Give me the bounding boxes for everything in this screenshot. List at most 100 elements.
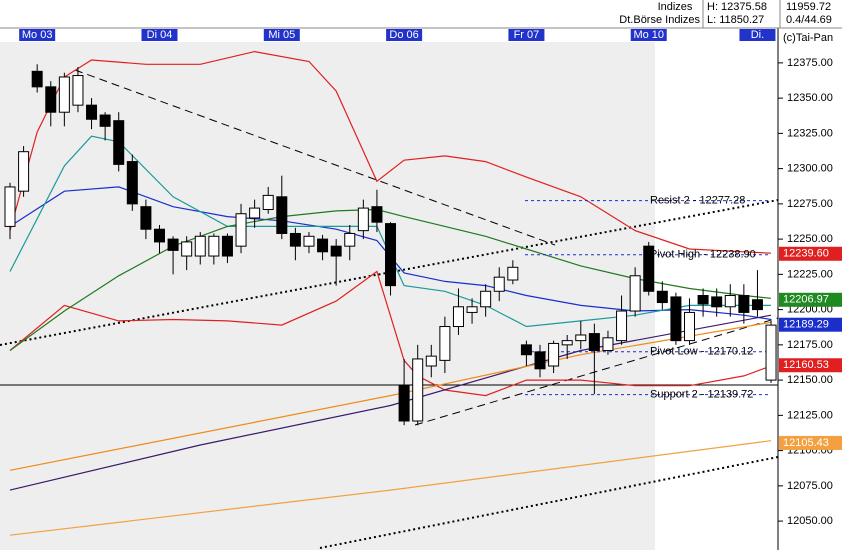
candle-body: [575, 334, 587, 342]
candle-body: [31, 70, 43, 88]
day-label-bg: [630, 29, 667, 41]
price-label-bg: [779, 317, 842, 332]
indicator-line: [9, 186, 772, 321]
price-label-bg: [779, 292, 842, 307]
candle-body: [548, 342, 560, 367]
indicator-line: [9, 270, 772, 397]
price-label: 12160.53: [783, 359, 829, 371]
candle-body: [58, 76, 70, 113]
candle-body: [208, 235, 220, 257]
candle-body: [616, 310, 628, 342]
price-label: 12239.60: [783, 248, 829, 260]
day-label-bg: [263, 29, 300, 41]
session-shade: [0, 42, 655, 550]
day-label: Di 04: [147, 29, 173, 41]
candle-body: [588, 333, 600, 351]
candle-body: [45, 86, 57, 113]
candle-body: [480, 290, 492, 308]
annotation: Resist 2 - 12277.28: [650, 195, 745, 207]
y-tick-label: 12275.00: [787, 198, 833, 210]
candle-body: [670, 296, 682, 342]
candle-body: [72, 75, 84, 106]
y-tick-label: 12225.00: [787, 268, 833, 280]
annotation: Pivot Low - 12170.12: [650, 346, 753, 358]
y-tick-label: 12250.00: [787, 233, 833, 245]
candle-body: [330, 245, 342, 257]
candle-body: [344, 232, 356, 247]
price-label: 12105.43: [783, 437, 829, 449]
y-tick-label: 12300.00: [787, 163, 833, 175]
candle-body: [507, 266, 519, 281]
candle-body: [303, 235, 315, 247]
candle-body: [602, 337, 614, 351]
candle-body: [317, 238, 329, 253]
day-label-bg: [141, 29, 178, 41]
y-tick-label: 12325.00: [787, 127, 833, 139]
day-label-bg: [508, 29, 545, 41]
y-tick-label: 12125.00: [787, 409, 833, 421]
candle-body: [452, 306, 464, 328]
high: H: 12375.58: [707, 1, 767, 13]
candle-body: [765, 324, 777, 381]
candle-body: [371, 206, 383, 223]
candle-body: [561, 340, 573, 346]
candle-body: [18, 151, 30, 192]
low: L: 11850.27: [707, 14, 764, 26]
y-tick-label: 12375.00: [787, 57, 833, 69]
candle-body: [99, 114, 111, 127]
indicator-line: [9, 314, 772, 491]
annotation: Support 2 - 12139.72: [650, 389, 753, 401]
trendline: [414, 317, 779, 426]
y-tick-label: 12050.00: [787, 515, 833, 527]
candle-body: [4, 186, 16, 227]
y-tick-label: 12350.00: [787, 92, 833, 104]
last: 11959.72: [786, 1, 831, 13]
indicator-line: [9, 50, 772, 254]
price-label-bg: [779, 435, 842, 450]
price-label-bg: [779, 358, 842, 373]
candle-body: [398, 385, 410, 422]
change: 0.4/44.69: [786, 14, 832, 26]
day-label-bg: [386, 29, 423, 41]
day-label-bg: [19, 29, 56, 41]
day-label: Do 06: [389, 29, 418, 41]
day-label: Mo 03: [22, 29, 53, 41]
candle-body: [235, 213, 247, 247]
candle-body: [153, 228, 165, 243]
candle-body: [262, 194, 274, 211]
candle-body: [221, 235, 233, 257]
candle-body: [493, 276, 505, 292]
price-label: 12206.97: [783, 294, 829, 306]
price-label: 12189.29: [783, 319, 829, 331]
candle-body: [738, 295, 750, 313]
copyright: (c)Tai-Pan: [783, 32, 833, 44]
day-label: Mi 05: [268, 29, 295, 41]
candle-body: [289, 232, 301, 247]
trendline: [74, 69, 556, 246]
candle-body: [140, 206, 152, 230]
candle-body: [181, 241, 193, 257]
candle-body: [86, 104, 98, 120]
y-tick-label: 12150.00: [787, 374, 833, 386]
market: Indizes: [658, 1, 693, 13]
candle-body: [439, 326, 451, 361]
candle-body: [113, 120, 125, 165]
candle-body: [249, 207, 261, 219]
candle-body: [643, 245, 655, 292]
candle-body: [656, 290, 668, 304]
candle-body: [385, 223, 397, 287]
candle-body: [357, 207, 369, 232]
candle-body: [724, 295, 736, 308]
indicator-line: [9, 440, 772, 536]
candle-body: [466, 306, 478, 313]
candle-body: [425, 355, 437, 367]
candle-body: [412, 358, 424, 422]
candle-body: [697, 295, 709, 305]
day-label: Fr 07: [514, 29, 540, 41]
candle-body: [167, 238, 179, 251]
candle-body: [520, 344, 532, 356]
exchange: Dt.Börse Indizes: [619, 14, 700, 26]
candle-body: [194, 235, 206, 257]
